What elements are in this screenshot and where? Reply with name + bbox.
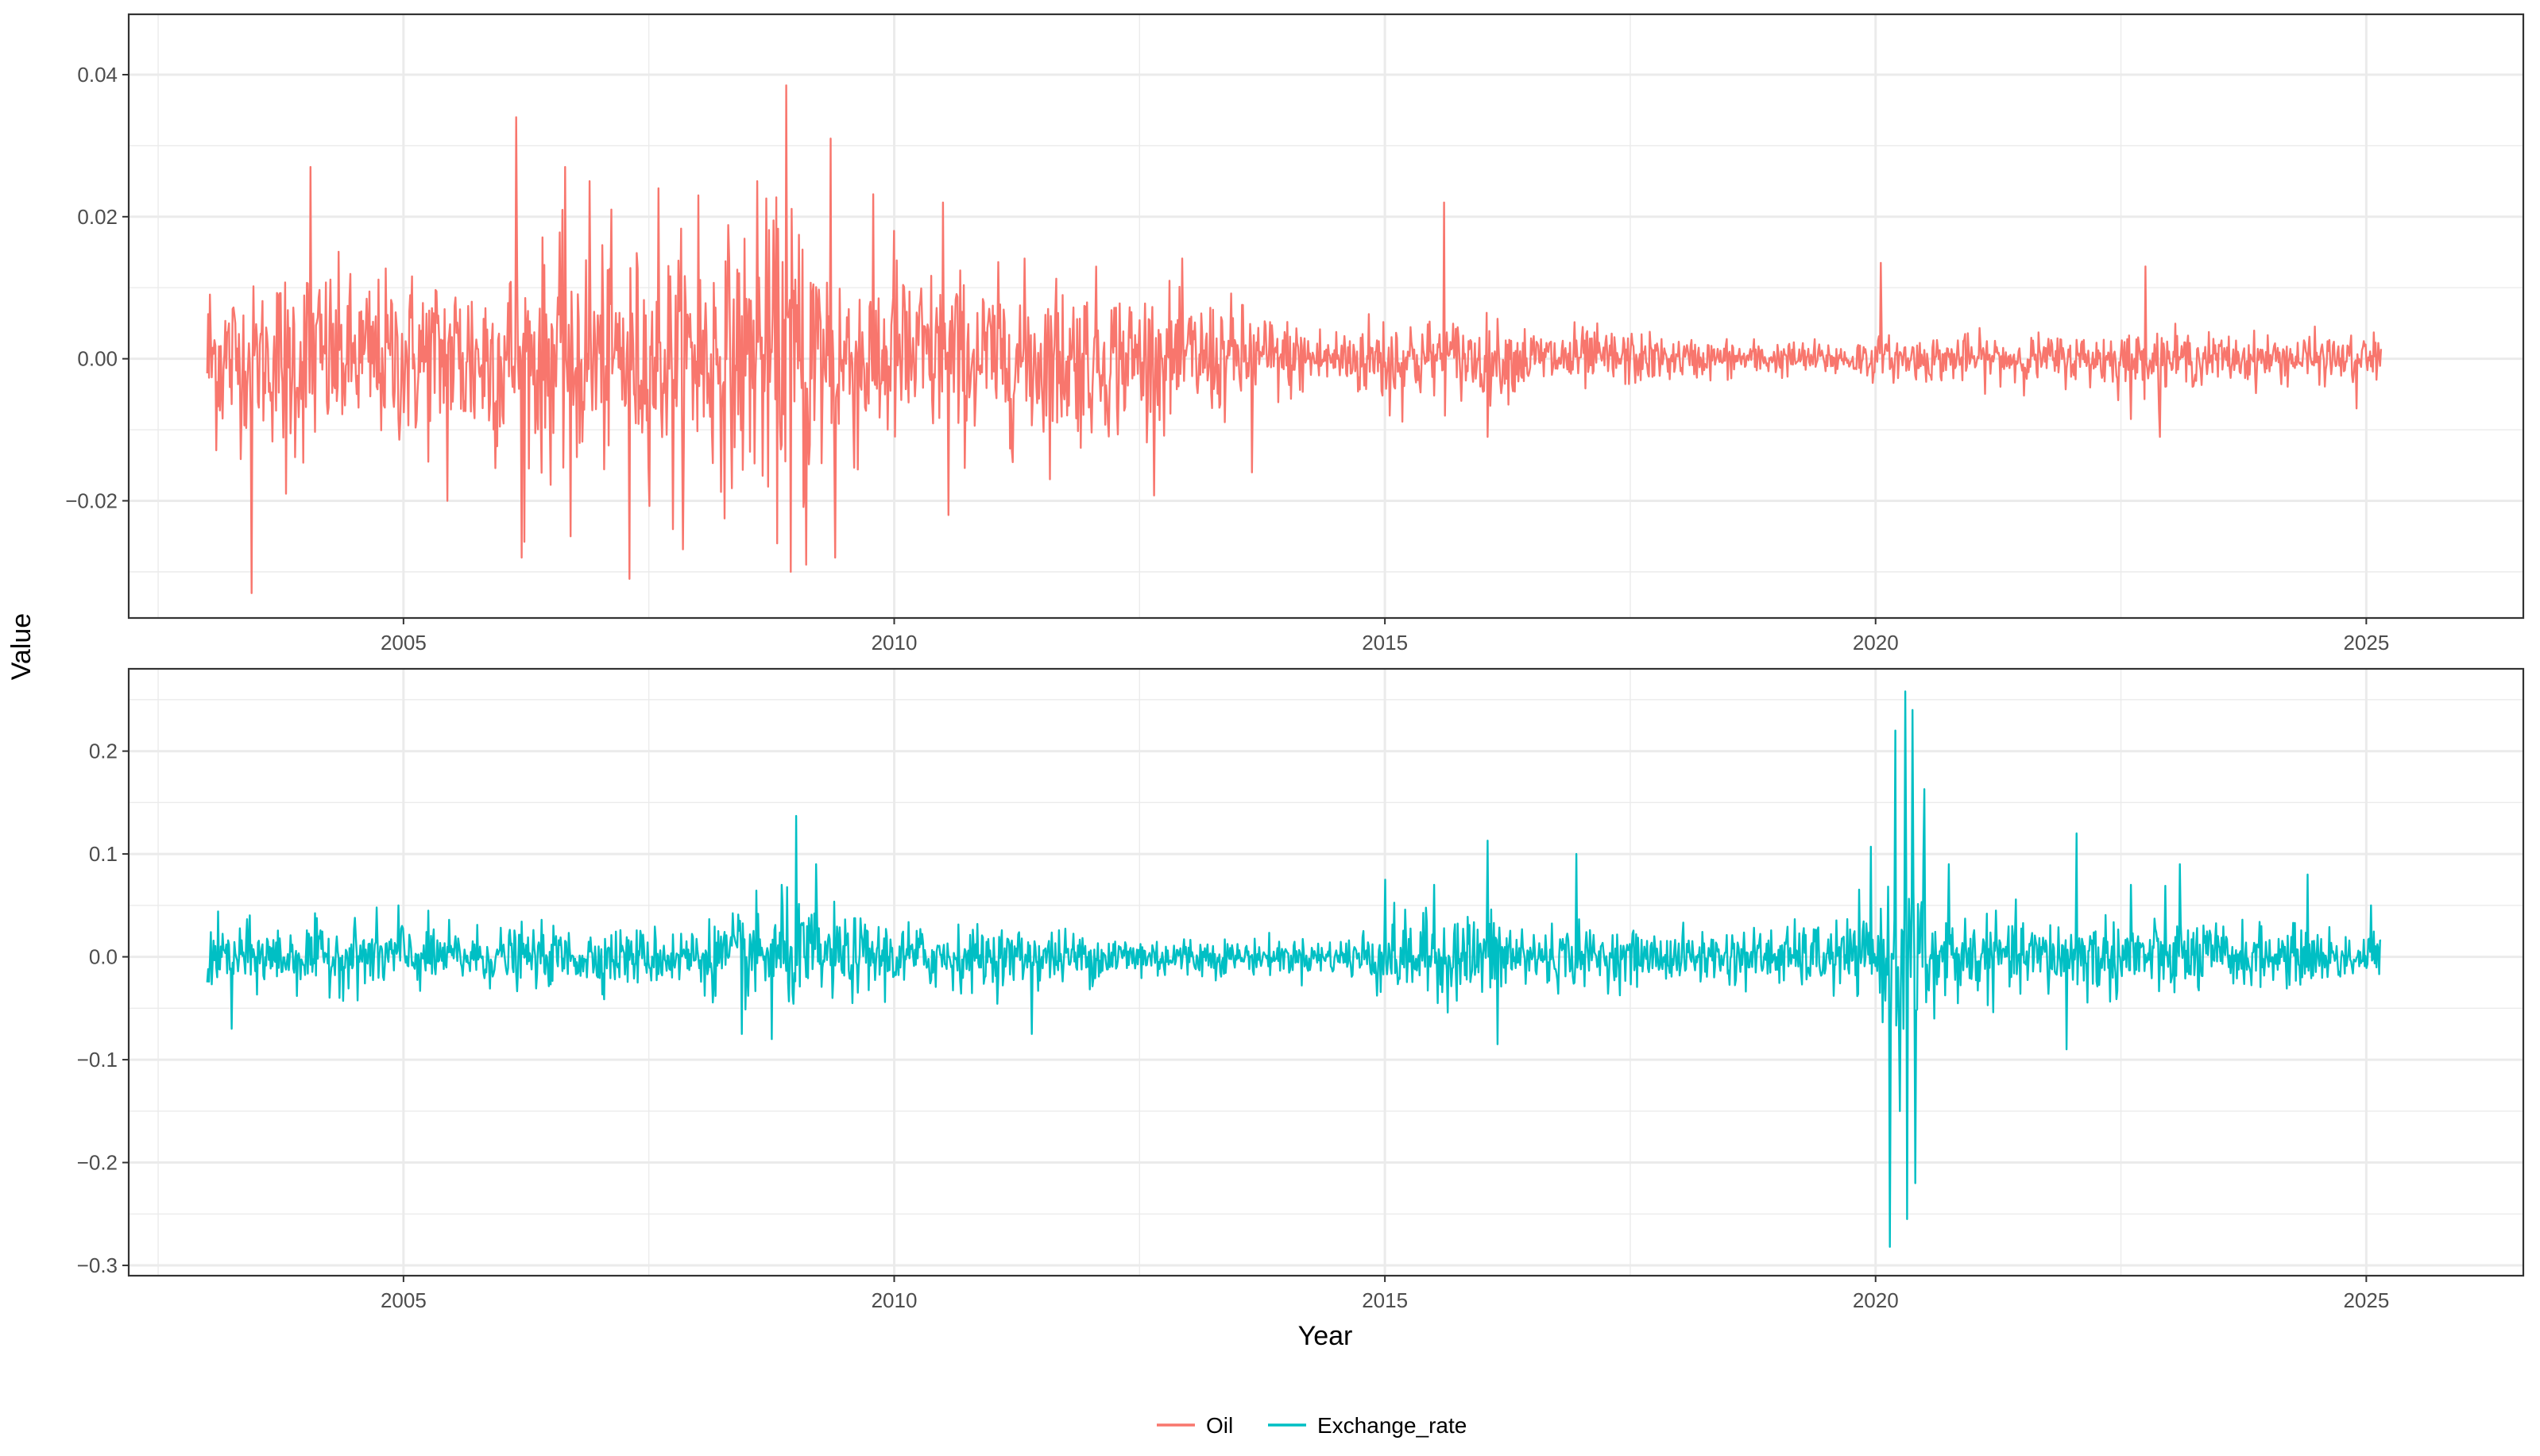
series-line-oil [206,84,2383,594]
x-tick-label: 2020 [1853,631,1899,655]
legend-label-oil: Oil [1206,1413,1233,1438]
series-line-exchange-rate [206,690,2382,1248]
x-tick-label: 2020 [1853,1288,1899,1312]
x-tick-label: 2010 [872,631,918,655]
y-tick-label: 0.02 [77,205,118,229]
x-tick-label: 2025 [2343,1288,2389,1312]
x-tick-label: 2015 [1362,1288,1408,1312]
y-tick-label: 0.04 [77,63,118,87]
x-axis-title: Year [1298,1321,1353,1351]
y-tick-label: −0.02 [65,489,118,512]
exchange-rate-panel: 2005 2010 2015 2020 2025 −0.3 −0.2 −0.1 0.0 0.1 0.… [77,667,2525,1312]
y-axis-title: Value [6,613,37,680]
x-tick-label: 2005 [381,1288,427,1312]
y-tick-label: 0.2 [89,740,118,763]
x-tick-label: 2010 [872,1288,918,1312]
y-tick-label: 0.0 [89,945,118,969]
legend-label-exchange-rate: Exchange_rate [1317,1413,1467,1438]
x-tick-label: 2005 [381,631,427,655]
legend: Oil Exchange_rate [1157,1413,1467,1438]
panel-border [127,13,2525,620]
panel-border [127,667,2525,1277]
oil-panel: 2005 2010 2015 2020 2025 −0.02 0.00 0.02 0.04 [65,13,2525,655]
y-tick-label: 0.00 [77,347,118,371]
y-tick-label: −0.1 [77,1048,118,1072]
y-tick-label: −0.2 [77,1151,118,1175]
x-tick-label: 2015 [1362,631,1408,655]
x-tick-label: 2025 [2343,631,2389,655]
y-tick-label: −0.3 [77,1253,118,1277]
y-tick-label: 0.1 [89,842,118,866]
